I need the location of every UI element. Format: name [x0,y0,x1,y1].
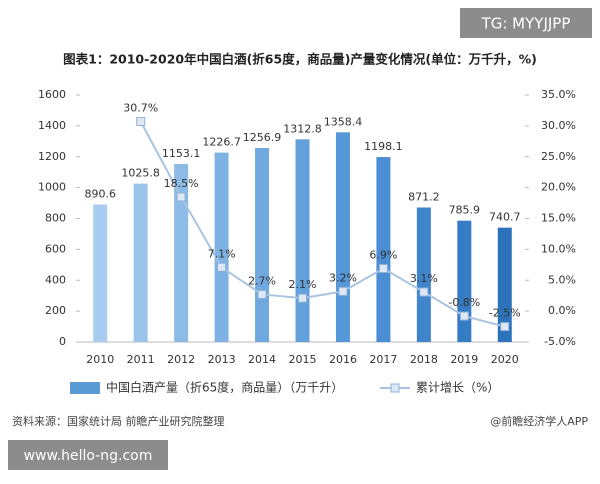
line-value-label: 2.1% [289,278,317,291]
line-marker [378,264,388,274]
x-tick-label: 2015 [289,353,317,366]
credit: @前瞻经济学人APP [490,414,588,428]
x-tick-label: 2011 [127,353,155,366]
source: 资料来源：国家统计局 前瞻产业研究院整理 [12,414,225,428]
x-tick-label: 2016 [329,353,357,366]
bar [376,157,391,342]
line-marker [257,289,267,299]
y2-tick-label: -5.0% [544,335,576,348]
bar-value-label: 1358.4 [324,115,363,128]
bar [214,152,229,342]
bar [255,147,270,342]
bar-value-label: 1256.9 [243,131,282,144]
bar-value-label: 740.7 [489,211,521,224]
watermark: TG: MYYJJPP [481,15,571,33]
y-tick-label: 1400 [38,119,66,132]
legend-label: 中国白酒产量（折65度，商品量）（万千升） [106,380,343,395]
line-value-label: 2.7% [248,274,276,287]
bar [457,220,472,342]
line-value-label: 3.2% [329,271,357,284]
x-tick-label: 2019 [450,353,478,366]
y2-tick-label: 25.0% [541,150,576,163]
line-marker [419,287,429,297]
y2-tick-label: 10.0% [541,242,576,255]
legend-label: 累计增长（%） [416,381,499,395]
y2-tick-label: 5.0% [548,273,576,286]
line-value-label: 3.1% [410,272,438,285]
bar [295,139,310,342]
line-marker [500,322,510,332]
bar-value-label: 871.2 [408,191,440,204]
x-tick-label: 2020 [491,353,519,366]
y-tick-label: 0 [59,335,66,348]
x-tick-label: 2017 [369,353,397,366]
line-marker [176,192,186,202]
y2-tick-label: 0.0% [548,304,576,317]
y2-tick-label: 30.0% [541,119,576,132]
x-tick-label: 2010 [86,353,114,366]
x-tick-label: 2013 [208,353,236,366]
line-marker [338,286,348,296]
bar [174,163,189,342]
y2-tick-label: 35.0% [541,88,576,101]
legend-swatch [70,382,100,394]
y2-tick-label: 20.0% [541,181,576,194]
y-tick-label: 800 [45,212,66,225]
line-value-label: -2.5% [489,307,521,320]
bar [497,227,512,342]
y-tick-label: 400 [45,273,66,286]
bar-value-label: 1025.8 [121,167,160,180]
y-tick-label: 600 [45,242,66,255]
line-value-label: 6.9% [369,249,397,262]
line-value-label: 7.1% [208,247,236,260]
bar [335,132,350,342]
bar-value-label: 1198.1 [364,140,403,153]
line-marker [459,311,469,321]
watermark: www.hello-ng.com [24,448,153,464]
line-value-label: 18.5% [164,177,199,190]
watermark-box [460,8,592,38]
y-tick-label: 1600 [38,88,66,101]
y2-tick-label: 15.0% [541,212,576,225]
chart-title: 图表1：2010-2020年中国白酒(折65度，商品量)产量变化情况(单位：万千… [63,52,537,67]
line-marker [217,262,227,272]
x-tick-label: 2018 [410,353,438,366]
line-marker [136,117,146,127]
bar [93,204,108,342]
bar [133,183,148,342]
legend-swatch [390,383,400,393]
bar-value-label: 1312.8 [283,122,322,135]
y-tick-label: 200 [45,304,66,317]
x-tick-label: 2014 [248,353,276,366]
line [139,121,506,328]
line-marker [298,293,307,303]
bar-value-label: 890.6 [84,188,116,201]
bar-value-label: 1153.1 [162,147,201,160]
y-tick-label: 1200 [38,150,66,163]
y-tick-label: 1000 [38,181,66,194]
line-value-label: 30.7% [123,102,158,115]
watermark-box [8,440,168,470]
bar-value-label: 1226.7 [202,136,241,149]
bar [416,207,431,342]
line-value-label: -0.8% [448,296,480,309]
x-tick-label: 2012 [167,353,195,366]
bar-value-label: 785.9 [449,204,481,217]
